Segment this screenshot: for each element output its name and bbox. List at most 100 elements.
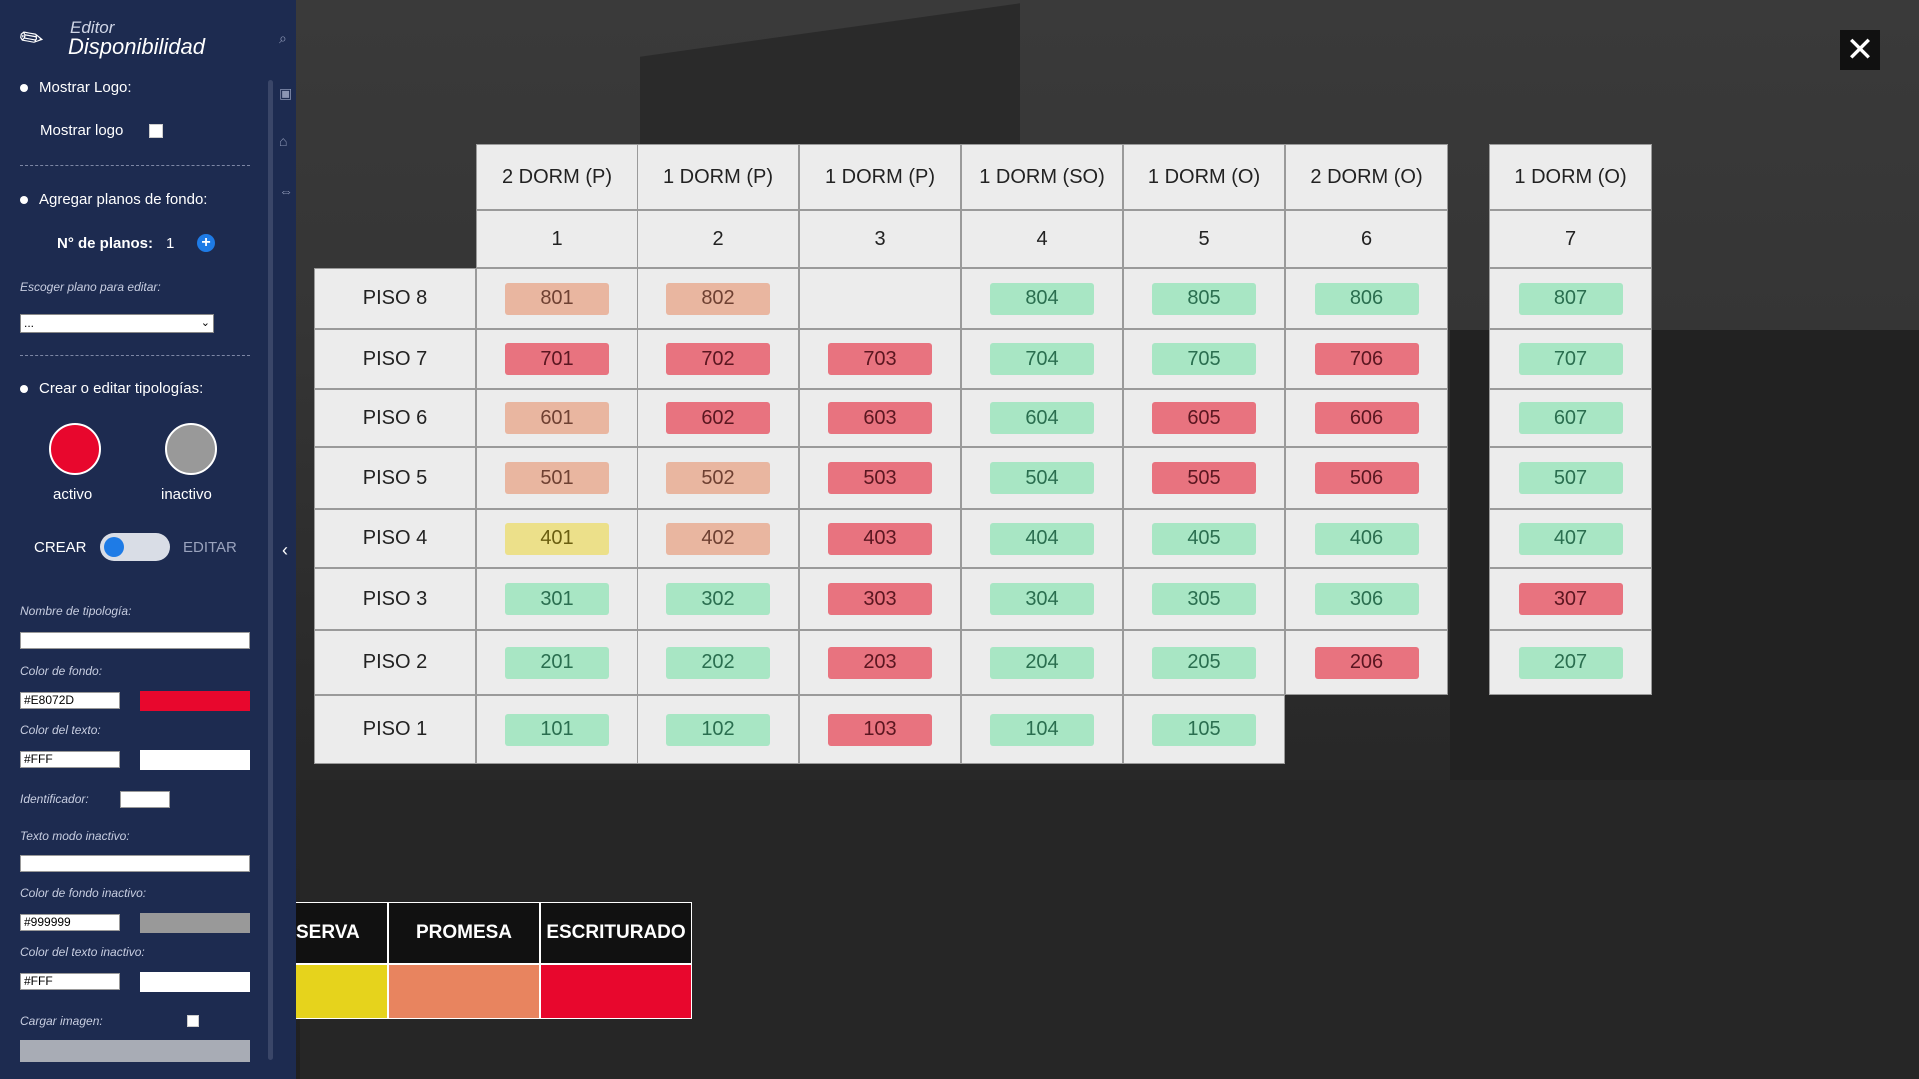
show-logo-section-title: Mostrar Logo: [39,79,132,96]
unit-button[interactable]: 806 [1314,282,1419,315]
unit-button[interactable]: 506 [1314,462,1419,494]
add-plan-button[interactable]: + [197,234,215,252]
floor-label: PISO 8 [314,268,476,329]
unit-button[interactable]: 105 [1152,713,1256,746]
active-color-preview[interactable] [49,423,101,475]
unit-button[interactable]: 302 [666,583,770,615]
unit-cell: 205 [1123,630,1285,695]
load-image-label: Cargar imagen: [20,1014,103,1028]
collapse-sidebar-icon[interactable]: ‹ [282,540,288,560]
unit-button[interactable]: 703 [828,343,932,375]
unit-button[interactable]: 706 [1314,343,1419,375]
sidebar-scrollbar[interactable] [268,80,273,1060]
column-number: 2 [637,210,799,268]
unit-button[interactable]: 407 [1518,522,1623,555]
bg-color-swatch[interactable] [140,691,250,711]
load-image-button[interactable] [20,1040,250,1062]
unit-button[interactable]: 707 [1518,343,1623,375]
unit-button[interactable]: 404 [990,522,1094,555]
unit-button[interactable]: 102 [666,713,770,746]
unit-button[interactable]: 503 [828,462,932,494]
unit-cell: 702 [637,329,799,389]
unit-cell: 402 [637,509,799,568]
inactive-bg-swatch[interactable] [140,913,250,933]
typology-name-input[interactable] [20,632,250,649]
search-icon[interactable]: ⌕ [279,30,287,46]
inactive-text-input[interactable] [20,855,250,872]
unit-button[interactable]: 405 [1152,522,1256,555]
unit-button[interactable]: 604 [990,402,1094,434]
text-color-swatch[interactable] [140,750,250,770]
column-number: 7 [1489,210,1652,268]
unit-cell: 204 [961,630,1123,695]
unit-button[interactable]: 203 [828,646,932,679]
unit-button[interactable]: 805 [1152,282,1256,315]
unit-button[interactable]: 507 [1518,462,1623,494]
unit-button[interactable]: 307 [1518,583,1623,615]
choose-plan-select[interactable]: ... ⌄ [20,314,214,333]
load-image-checkbox[interactable] [187,1015,199,1027]
identifier-input[interactable] [120,791,170,808]
show-logo-checkbox[interactable] [149,124,163,138]
text-color-input[interactable]: #FFF [20,751,120,768]
typology-header: 1 DORM (P) [637,144,799,210]
floor-label: PISO 4 [314,509,476,568]
unit-button[interactable]: 607 [1518,402,1623,434]
unit-button[interactable]: 801 [505,282,609,315]
unit-button[interactable]: 205 [1152,646,1256,679]
column-number: 6 [1285,210,1448,268]
unit-button[interactable]: 406 [1314,522,1419,555]
unit-button[interactable]: 303 [828,583,932,615]
unit-button[interactable]: 402 [666,522,770,555]
unit-button[interactable]: 202 [666,646,770,679]
unit-button[interactable]: 605 [1152,402,1256,434]
typology-header: 1 DORM (SO) [961,144,1123,210]
unit-button[interactable]: 601 [505,402,609,434]
inactive-color-preview[interactable] [165,423,217,475]
home-icon[interactable]: ⌂ [279,133,288,149]
unit-button[interactable]: 104 [990,713,1094,746]
unit-button[interactable]: 101 [505,713,609,746]
legend-label: SERVA [296,902,388,964]
unit-cell: 206 [1285,630,1448,695]
typology-name-label: Nombre de tipología: [20,604,132,618]
unit-button[interactable]: 603 [828,402,932,434]
unit-button[interactable]: 206 [1314,646,1419,679]
inactive-text-color-input[interactable]: #FFF [20,973,120,990]
bg-color-input[interactable]: #E8072D [20,692,120,709]
inactive-text-color-swatch[interactable] [140,972,250,992]
unit-cell: 406 [1285,509,1448,568]
unit-button[interactable]: 301 [505,583,609,615]
unit-button[interactable]: 304 [990,583,1094,615]
unit-button[interactable]: 401 [505,522,609,555]
unit-button[interactable]: 704 [990,343,1094,375]
unit-button[interactable]: 505 [1152,462,1256,494]
unit-button[interactable]: 705 [1152,343,1256,375]
create-edit-toggle[interactable] [100,533,170,561]
unit-button[interactable]: 807 [1518,282,1623,315]
add-plans-section-title: Agregar planos de fondo: [39,191,208,208]
unit-button[interactable]: 305 [1152,583,1256,615]
unit-button[interactable]: 201 [505,646,609,679]
unit-button[interactable]: 502 [666,462,770,494]
unit-button[interactable]: 207 [1518,646,1623,679]
swap-icon[interactable]: ⇔ [279,183,293,199]
unit-button[interactable]: 701 [505,343,609,375]
unit-button[interactable]: 606 [1314,402,1419,434]
unit-button[interactable]: 403 [828,522,932,555]
unit-button[interactable]: 802 [666,282,770,315]
unit-button[interactable]: 501 [505,462,609,494]
unit-button[interactable]: 602 [666,402,770,434]
close-button[interactable]: ✕ [1840,30,1880,70]
unit-button[interactable]: 702 [666,343,770,375]
unit-button[interactable]: 504 [990,462,1094,494]
unit-cell: 401 [476,509,638,568]
unit-cell: 306 [1285,568,1448,630]
unit-button[interactable]: 306 [1314,583,1419,615]
inactive-bg-input[interactable]: #999999 [20,914,120,931]
image-icon[interactable]: ▣ [279,85,293,101]
unit-button[interactable]: 204 [990,646,1094,679]
unit-cell: 804 [961,268,1123,329]
unit-button[interactable]: 103 [828,713,932,746]
unit-button[interactable]: 804 [990,282,1094,315]
